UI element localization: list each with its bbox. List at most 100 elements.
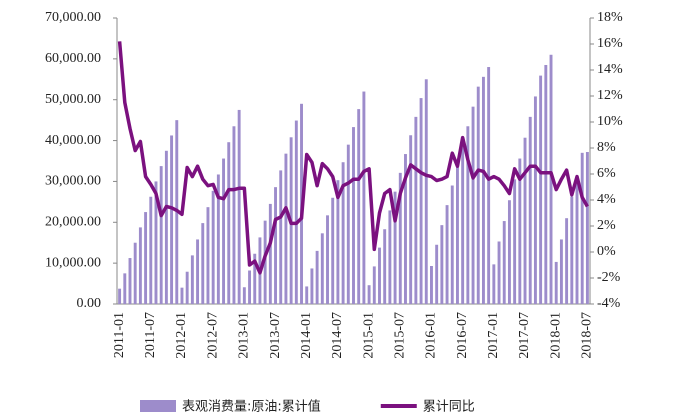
bar — [154, 181, 158, 304]
x-tick-label: 2015-07 — [392, 312, 407, 359]
y-tick-label: 50,000.00 — [45, 92, 101, 107]
bar — [492, 264, 496, 304]
y2-tick-label: 10% — [597, 114, 623, 129]
line — [117, 41, 589, 275]
x-tick-label: 2011-07 — [143, 312, 158, 358]
bar — [279, 170, 283, 304]
bar — [414, 116, 418, 304]
bar — [580, 152, 584, 304]
bar — [118, 288, 122, 304]
bar — [424, 79, 428, 305]
bar — [507, 200, 511, 304]
bar — [549, 54, 553, 305]
bar — [372, 266, 376, 304]
bar — [502, 221, 506, 304]
bar — [523, 137, 527, 304]
bar — [430, 266, 433, 304]
bar — [456, 165, 459, 304]
bar — [201, 223, 205, 304]
bar — [274, 187, 277, 304]
bar — [336, 180, 340, 304]
bar — [305, 286, 309, 304]
bar — [138, 227, 142, 304]
y2-tick-label: 16% — [597, 36, 623, 51]
bar — [404, 154, 407, 304]
y2-tick-label: 0% — [597, 244, 616, 259]
y2-tick-label: 14% — [597, 62, 623, 77]
y-tick-label: 30,000.00 — [45, 174, 101, 189]
bar — [409, 135, 413, 304]
bar — [352, 127, 355, 305]
bar — [570, 196, 574, 304]
bar — [320, 233, 324, 304]
bar — [331, 197, 335, 304]
bar — [180, 287, 184, 304]
bar — [461, 145, 465, 304]
bar — [341, 162, 345, 304]
bar — [128, 258, 132, 304]
x-tick-label: 2018-01 — [548, 312, 563, 359]
x-tick-label: 2011-01 — [112, 312, 127, 358]
bar — [185, 271, 189, 304]
bar — [222, 158, 226, 304]
bar — [144, 212, 148, 304]
legend-label: 累计同比 — [423, 400, 475, 415]
bar — [497, 241, 501, 304]
bar — [232, 126, 236, 305]
bar — [398, 172, 402, 304]
bar — [190, 255, 194, 304]
bar — [466, 126, 470, 305]
y2-tick-label: 18% — [597, 10, 623, 25]
legend-swatch — [140, 400, 176, 412]
bar — [378, 247, 381, 304]
bar — [149, 196, 153, 304]
bar — [528, 116, 532, 304]
x-tick-label: 2013-01 — [237, 312, 252, 359]
bar — [263, 220, 267, 304]
bar — [170, 135, 174, 304]
bar — [227, 142, 231, 304]
y-tick-label: 10,000.00 — [45, 255, 101, 270]
bar — [315, 250, 319, 304]
y2-tick-label: -4% — [597, 296, 621, 311]
x-tick-label: 2012-01 — [174, 312, 189, 359]
bar — [123, 273, 127, 304]
y-tick-label: 20,000.00 — [45, 215, 101, 230]
x-tick-label: 2014-07 — [330, 312, 345, 359]
y-tick-label: 40,000.00 — [45, 133, 101, 148]
bar — [513, 179, 517, 304]
bar — [211, 190, 215, 304]
bar — [164, 150, 168, 304]
bar — [216, 174, 220, 304]
x-tick-label: 2017-07 — [517, 312, 532, 359]
bar — [133, 242, 137, 304]
x-tick-label: 2016-01 — [424, 312, 439, 359]
bar — [253, 253, 257, 304]
bar — [575, 175, 579, 304]
bar — [284, 153, 288, 304]
bar — [268, 203, 272, 304]
bar — [159, 166, 163, 304]
bar — [544, 64, 548, 304]
bar — [206, 207, 210, 304]
y2-tick-label: 2% — [597, 218, 616, 233]
y2-tick-label: -2% — [597, 270, 621, 285]
bar — [435, 244, 439, 304]
y2-tick-label: 4% — [597, 192, 616, 207]
bar — [554, 261, 558, 304]
x-tick-label: 2015-01 — [361, 312, 376, 359]
x-tick-label: 2017-01 — [486, 312, 501, 359]
bar — [310, 268, 314, 304]
y2-tick-label: 6% — [597, 166, 616, 181]
bar — [559, 239, 563, 304]
y-tick-label: 60,000.00 — [45, 51, 101, 66]
bar — [367, 285, 371, 304]
bar — [357, 109, 361, 305]
bar — [346, 144, 350, 304]
bar — [419, 98, 423, 304]
bar — [242, 287, 246, 304]
bar — [383, 229, 387, 304]
bar — [518, 158, 522, 304]
bar — [487, 67, 491, 305]
legend-label: 表观消费量:原油:累计值 — [182, 399, 321, 415]
